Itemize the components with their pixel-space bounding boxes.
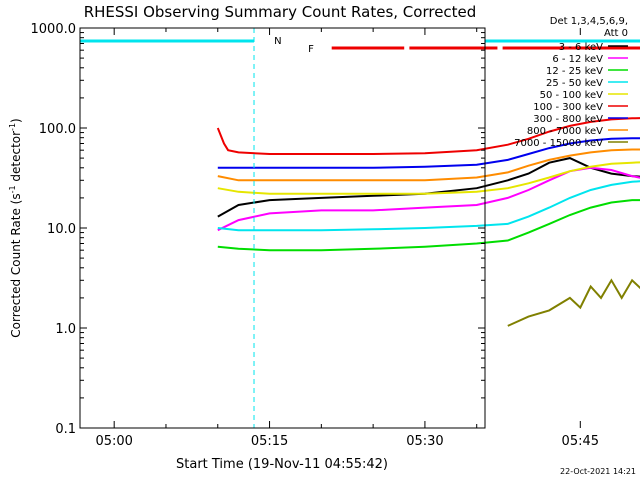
legend-label: 300 - 800 keV [533, 114, 603, 125]
legend-header: Att 0 [604, 28, 628, 39]
legend-label: 6 - 12 keV [552, 54, 603, 65]
series-line [507, 278, 640, 327]
y-tick-label: 10.0 [47, 222, 76, 237]
legend-label: 3 - 6 keV [559, 42, 603, 53]
series-line [216, 117, 640, 155]
flag-annotation: N [274, 36, 281, 47]
chart-title: RHESSI Observing Summary Count Rates, Co… [84, 3, 477, 21]
legend-label: 50 - 100 keV [540, 90, 604, 101]
x-tick-label: 05:45 [562, 434, 599, 449]
legend-header: Det 1,3,4,5,6,9, [550, 16, 628, 27]
legend-label: 100 - 300 keV [533, 102, 603, 113]
y-tick-label: 0.1 [55, 422, 76, 437]
series-line [217, 180, 640, 232]
footer-timestamp: 22-Oct-2021 14:21 [560, 467, 636, 476]
series-line [217, 166, 640, 232]
legend-label: 25 - 50 keV [546, 78, 603, 89]
series-line [217, 199, 640, 252]
series-line [217, 161, 640, 195]
y-tick-label: 1.0 [55, 322, 76, 337]
y-tick-label: 1000.0 [31, 22, 77, 37]
x-tick-label: 05:30 [406, 434, 443, 449]
series-line [217, 148, 640, 182]
x-axis-label: Start Time (19-Nov-11 04:55:42) [176, 457, 388, 472]
legend-label: 7000 - 15000 keV [514, 138, 603, 149]
y-tick-label: 100.0 [39, 122, 76, 137]
series-line [217, 157, 640, 218]
x-tick-label: 05:15 [251, 434, 288, 449]
series-line [217, 137, 640, 169]
y-axis-label: Corrected Count Rate (s-1 detector-1) [8, 118, 23, 337]
x-tick-label: 05:00 [95, 434, 132, 449]
legend-label: 12 - 25 keV [546, 66, 603, 77]
flag-annotation: F [308, 44, 314, 55]
legend-label: 800 - 7000 keV [527, 126, 603, 137]
